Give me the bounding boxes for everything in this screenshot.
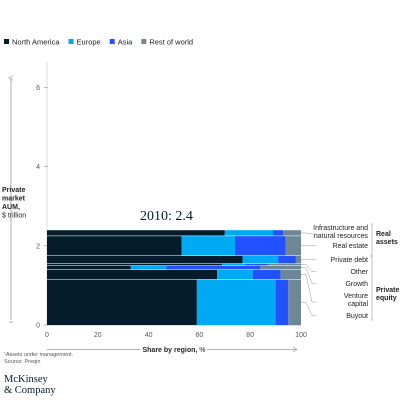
leader-line-growth bbox=[301, 267, 316, 284]
bar-segment-growth-north-america bbox=[47, 265, 131, 270]
footnote-note: ¹Assets under management. bbox=[4, 352, 74, 358]
legend-label-rest-of-world: Rest of world bbox=[149, 38, 193, 47]
legend-label-north-america: North America bbox=[12, 38, 60, 47]
bar-segment-buyout-north-america bbox=[47, 279, 197, 325]
legend-swatch-north-america bbox=[4, 39, 9, 44]
category-label-real-estate: Real estate bbox=[333, 243, 369, 250]
bar-segment-growth-asia bbox=[166, 265, 261, 270]
footnote: ¹Assets under management. Source: Preqin bbox=[4, 352, 73, 366]
category-label-other: Other bbox=[350, 269, 368, 276]
bar-group-growth bbox=[47, 265, 301, 270]
bar-segment-venture-capital-rest-of-world bbox=[280, 269, 301, 280]
group-label-real-assets: Real assets bbox=[376, 231, 398, 246]
bar-segment-venture-capital-north-america bbox=[47, 269, 218, 280]
bar-segment-infrastructure-and-natural-resources-asia bbox=[273, 229, 284, 236]
bar-segment-real-estate-europe bbox=[181, 235, 235, 256]
logo-line-2: & Company bbox=[4, 384, 56, 396]
bar-segment-private-debt-asia bbox=[278, 255, 296, 264]
y-tick-label: 6 bbox=[36, 85, 40, 92]
y-tick-label: 2 bbox=[36, 243, 40, 250]
category-label-buyout: Buyout bbox=[346, 313, 368, 320]
y-axis-title: Private market AUM, $ trillion bbox=[2, 187, 26, 220]
bar-segment-buyout-europe bbox=[196, 279, 276, 325]
bar-segment-real-estate-rest-of-world bbox=[285, 235, 301, 256]
bar-group-real-estate bbox=[47, 235, 301, 256]
bar-segment-other-europe bbox=[222, 263, 246, 266]
mckinsey-logo: McKinsey & Company bbox=[4, 374, 56, 396]
y-tick-label: 0 bbox=[36, 323, 40, 330]
legend-swatch-rest-of-world bbox=[141, 39, 147, 44]
bar-segment-venture-capital-asia bbox=[252, 269, 281, 280]
bar-group-buyout bbox=[47, 279, 301, 325]
leader-line-other bbox=[301, 264, 316, 272]
footnote-source: Source: Preqin bbox=[4, 359, 41, 365]
x-tick-label: 20 bbox=[94, 332, 102, 339]
bar-segment-infrastructure-and-natural-resources-europe bbox=[224, 229, 274, 236]
bar-segment-other-rest-of-world bbox=[267, 263, 301, 266]
bar-group-infrastructure-and-natural-resources bbox=[47, 229, 301, 236]
category-label-private-debt: Private debt bbox=[331, 257, 368, 264]
legend-swatch-europe bbox=[68, 39, 74, 44]
chart-bars bbox=[47, 229, 301, 325]
bar-segment-other-north-america bbox=[47, 263, 223, 266]
chart-legend: North America Europe Asia Rest of world bbox=[4, 38, 193, 47]
legend-label-asia: Asia bbox=[118, 38, 133, 47]
x-tick-label: 40 bbox=[145, 332, 153, 339]
leader-line-venture-capital bbox=[301, 274, 316, 303]
logo-line-1: McKinsey bbox=[4, 374, 48, 385]
category-label-growth: Growth bbox=[345, 281, 368, 288]
bar-group-private-debt bbox=[47, 255, 301, 264]
category-label-venture-capital: Venture capital bbox=[344, 293, 369, 308]
x-axis: 0 20 40 60 80 100 Share by region, % bbox=[45, 325, 307, 356]
bar-segment-infrastructure-and-natural-resources-north-america bbox=[47, 229, 225, 236]
bar-segment-real-estate-asia bbox=[234, 235, 286, 256]
x-tick-label: 100 bbox=[295, 332, 307, 339]
bar-group-other bbox=[47, 263, 301, 266]
bar-segment-buyout-rest-of-world bbox=[288, 279, 301, 325]
leader-line-infrastructure-and-natural-resources bbox=[301, 232, 316, 235]
group-bracket-real-assets bbox=[370, 223, 373, 257]
category-label-infrastructure-and-natural-resources: Infrastructure and natural resources bbox=[313, 225, 368, 240]
x-tick-label: 60 bbox=[196, 332, 204, 339]
bar-segment-other-asia bbox=[245, 263, 268, 266]
bar-segment-real-estate-north-america bbox=[47, 235, 182, 256]
bar-segment-venture-capital-europe bbox=[217, 269, 253, 280]
total-annotation: 2010: 2.4 bbox=[140, 209, 193, 224]
group-label-private-equity: Private equity bbox=[376, 287, 399, 302]
x-axis-title: Share by region, % bbox=[142, 347, 205, 354]
bar-segment-private-debt-europe bbox=[242, 255, 279, 264]
x-axis-arrow-head bbox=[292, 346, 298, 353]
x-tick-label: 80 bbox=[246, 332, 254, 339]
bar-segment-growth-europe bbox=[130, 265, 167, 270]
bar-segment-private-debt-rest-of-world bbox=[295, 255, 301, 264]
bar-segment-buyout-asia bbox=[275, 279, 289, 325]
leader-line-buyout bbox=[301, 301, 316, 316]
x-tick-label: 0 bbox=[45, 332, 49, 339]
y-tick-label: 4 bbox=[36, 164, 40, 171]
bar-segment-growth-rest-of-world bbox=[260, 265, 301, 270]
legend-label-europe: Europe bbox=[77, 38, 101, 47]
category-labels: Infrastructure and natural resources Real … bbox=[301, 223, 399, 321]
bar-group-venture-capital bbox=[47, 269, 301, 280]
legend-swatch-asia bbox=[109, 39, 115, 44]
group-bracket-private-equity bbox=[370, 255, 373, 321]
y-axis: 0 2 4 6 Private market AUM, $ trillion bbox=[2, 62, 48, 330]
bar-segment-private-debt-north-america bbox=[47, 255, 243, 264]
bar-segment-infrastructure-and-natural-resources-rest-of-world bbox=[283, 229, 301, 236]
